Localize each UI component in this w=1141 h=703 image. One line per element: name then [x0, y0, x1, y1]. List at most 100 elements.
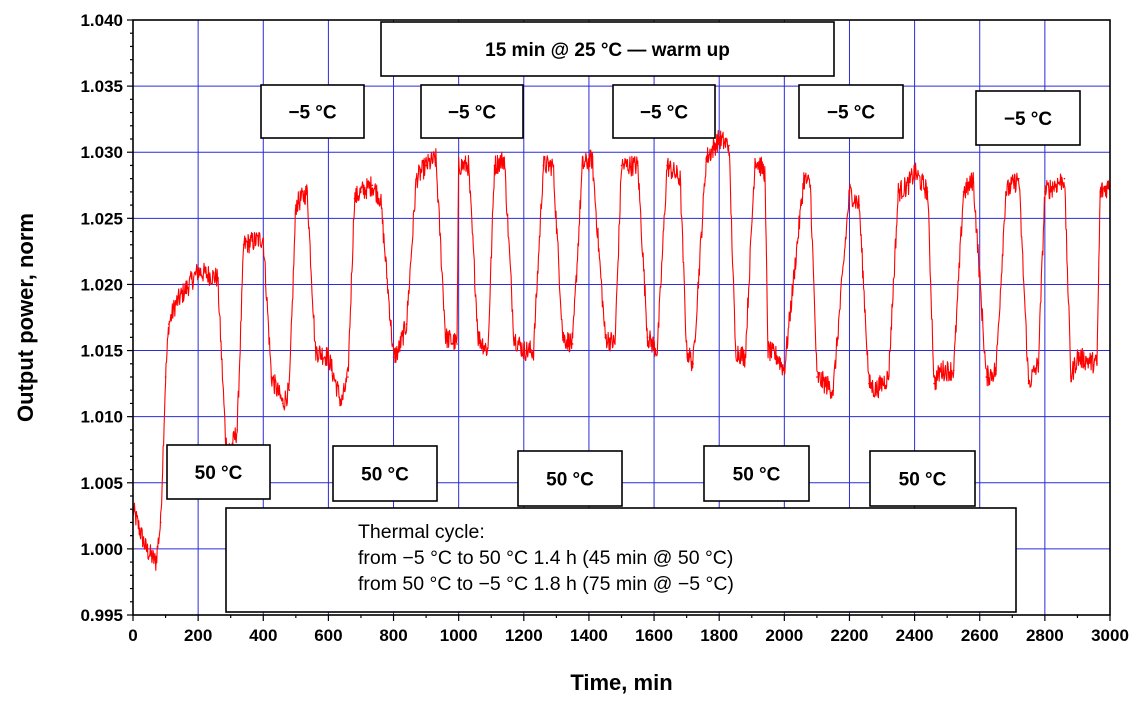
- data-point: [1004, 191, 1007, 193]
- data-point: [636, 164, 639, 167]
- annotation-box: −5 °C: [260, 84, 365, 139]
- annotation-frame: [225, 507, 1017, 613]
- x-tick-label: 1800: [700, 626, 738, 645]
- x-tick-label: 2000: [765, 626, 803, 645]
- data-point: [1018, 177, 1020, 180]
- annotation-frame: [869, 450, 976, 507]
- x-tick-label: 600: [314, 626, 342, 645]
- data-point: [467, 164, 470, 167]
- data-point: [614, 343, 616, 345]
- data-point: [972, 177, 975, 180]
- annotation-box: 50 °C: [703, 445, 810, 502]
- y-tick-label: 1.025: [80, 209, 123, 228]
- data-point: [571, 343, 574, 345]
- data-point: [513, 336, 515, 339]
- x-tick-label: 3000: [1091, 626, 1129, 645]
- annotation-box: 50 °C: [869, 450, 976, 507]
- data-point: [874, 389, 877, 392]
- annotations: 15 min @ 25 °C — warm up −5 °C −5 °C −5 °C −…: [166, 21, 1081, 613]
- annotation-box: Thermal cycle: from −5 °C to 50 °C 1.4 h …: [225, 507, 1017, 613]
- x-tick-label: 2600: [961, 626, 999, 645]
- annotation-frame: [975, 90, 1081, 146]
- annotation-box: −5 °C: [612, 84, 716, 139]
- data-point: [754, 158, 756, 160]
- data-point: [425, 164, 427, 167]
- y-tick-label: 1.030: [80, 143, 123, 162]
- data-point: [532, 349, 535, 352]
- x-tick-label: 1000: [440, 626, 478, 645]
- data-point: [705, 158, 707, 160]
- data-point: [360, 191, 362, 193]
- annotation-label: 15 min @ 25 °C — warm up: [485, 40, 730, 61]
- data-point: [1070, 376, 1072, 378]
- data-point: [897, 191, 900, 193]
- data-point: [493, 164, 496, 167]
- data-point: [816, 376, 818, 378]
- data-point: [679, 177, 681, 180]
- data-point: [415, 177, 418, 180]
- data-point: [832, 389, 834, 392]
- data-point: [803, 177, 805, 180]
- data-point: [236, 429, 239, 431]
- data-point: [154, 561, 157, 563]
- annotation-label: −5 °C: [1004, 109, 1053, 130]
- data-point: [503, 158, 506, 160]
- data-point: [487, 349, 489, 352]
- annotation-line: Thermal cycle:: [358, 521, 485, 543]
- annotation-label: −5 °C: [640, 103, 689, 124]
- annotation-label: −5 °C: [827, 103, 876, 124]
- annotation-frame: [612, 84, 716, 139]
- data-point: [327, 356, 330, 358]
- data-point: [1096, 362, 1098, 365]
- data-point: [926, 191, 929, 193]
- data-point: [444, 336, 447, 339]
- x-axis-title: Time, min: [570, 670, 672, 695]
- y-tick-label: 1.035: [80, 77, 123, 96]
- y-axis-title: Output power, norm: [13, 213, 38, 422]
- x-tick-label: 1400: [570, 626, 608, 645]
- annotation-frame: [420, 84, 524, 139]
- data-point: [197, 270, 199, 273]
- annotation-label: 50 °C: [899, 470, 947, 491]
- data-point: [692, 362, 694, 365]
- data-point: [295, 204, 297, 206]
- annotation-label: −5 °C: [448, 103, 497, 124]
- data-point: [392, 356, 395, 358]
- data-point: [728, 144, 730, 147]
- data-point: [933, 382, 935, 385]
- y-tick-label: 1.005: [80, 474, 123, 493]
- y-tick-label: 1.040: [80, 11, 123, 30]
- data-point: [477, 336, 480, 339]
- data-point: [952, 369, 955, 372]
- data-point: [340, 402, 343, 405]
- data-point: [216, 277, 219, 279]
- data-point: [552, 164, 554, 167]
- y-tick-label: 1.015: [80, 342, 123, 361]
- data-point: [581, 164, 584, 167]
- data-point: [848, 191, 851, 193]
- annotation-box: 50 °C: [332, 445, 438, 502]
- data-point: [913, 171, 916, 173]
- annotation-box: 50 °C: [166, 444, 271, 500]
- data-point: [969, 184, 971, 187]
- data-point: [242, 243, 245, 246]
- data-point: [591, 158, 593, 160]
- data-point: [858, 204, 861, 206]
- annotation-frame: [703, 445, 810, 502]
- series-layer: [132, 129, 1111, 571]
- data-point: [353, 197, 356, 200]
- data-point: [907, 184, 909, 187]
- data-point: [767, 349, 769, 352]
- data-point: [783, 369, 786, 372]
- x-tick-label: 2800: [1026, 626, 1064, 645]
- annotation-frame: [332, 445, 438, 502]
- data-point: [985, 376, 988, 378]
- x-tick-label: 0: [128, 626, 137, 645]
- data-point: [225, 442, 227, 444]
- data-point: [744, 356, 747, 358]
- x-tick-label: 800: [379, 626, 407, 645]
- data-point: [763, 171, 766, 173]
- y-tick-label: 1.020: [80, 275, 123, 294]
- data-point: [1027, 382, 1030, 385]
